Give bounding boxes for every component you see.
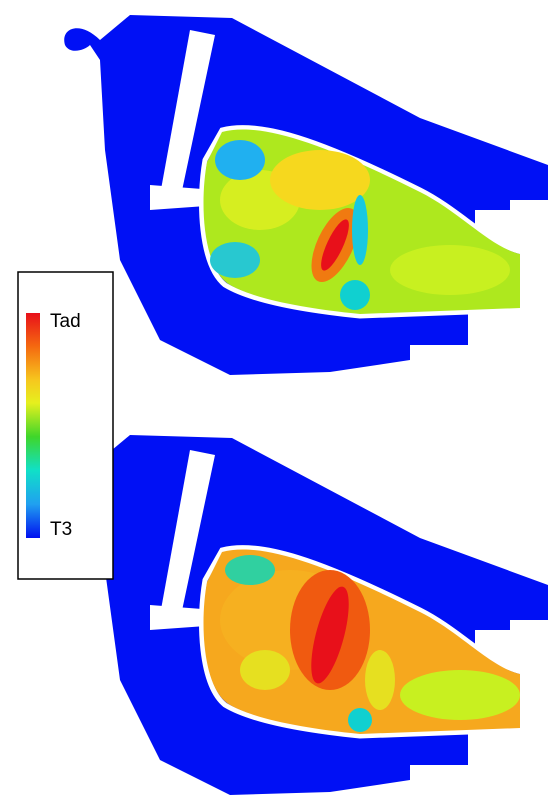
color-bar (26, 313, 40, 538)
page: Tad T3 (() => { const data = JSON.parse(… (0, 0, 553, 799)
contour-plot-top (64, 15, 548, 375)
legend-min-label: T3 (50, 519, 72, 540)
figure: Tad T3 (0, 0, 553, 799)
legend: Tad T3 (18, 272, 113, 579)
legend-max-label: Tad (50, 311, 81, 332)
contour-plot-bottom (64, 435, 548, 795)
